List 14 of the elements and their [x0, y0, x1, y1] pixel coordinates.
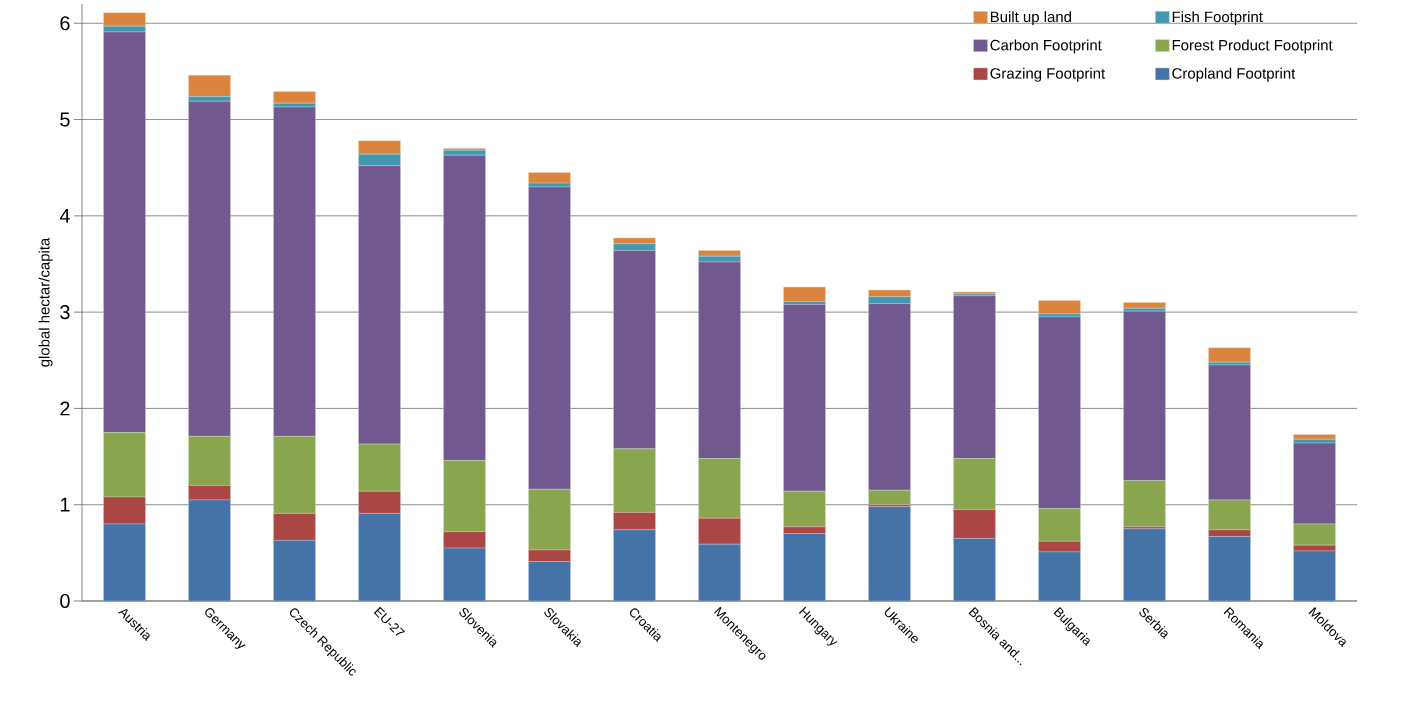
legend-label: Grazing Footprint: [990, 67, 1106, 82]
y-tick-label: 5: [60, 112, 70, 127]
y-tick-label: 6: [60, 16, 70, 31]
y-axis-title: global hectar/capita: [38, 237, 53, 367]
y-tick-label: 2: [60, 401, 70, 416]
y-tick-label: 0: [60, 593, 70, 609]
legend-label: Carbon Footprint: [990, 39, 1102, 54]
legend-label: Forest Product Footprint: [1172, 39, 1333, 54]
legend-label: Fish Footprint: [1172, 11, 1263, 26]
legend-label: Cropland Footprint: [1172, 67, 1296, 82]
y-tick-label: 4: [59, 208, 70, 223]
y-tick-label: 3: [60, 305, 70, 320]
legend-label: Built up land: [990, 11, 1071, 26]
y-tick-label: 1: [60, 497, 70, 512]
